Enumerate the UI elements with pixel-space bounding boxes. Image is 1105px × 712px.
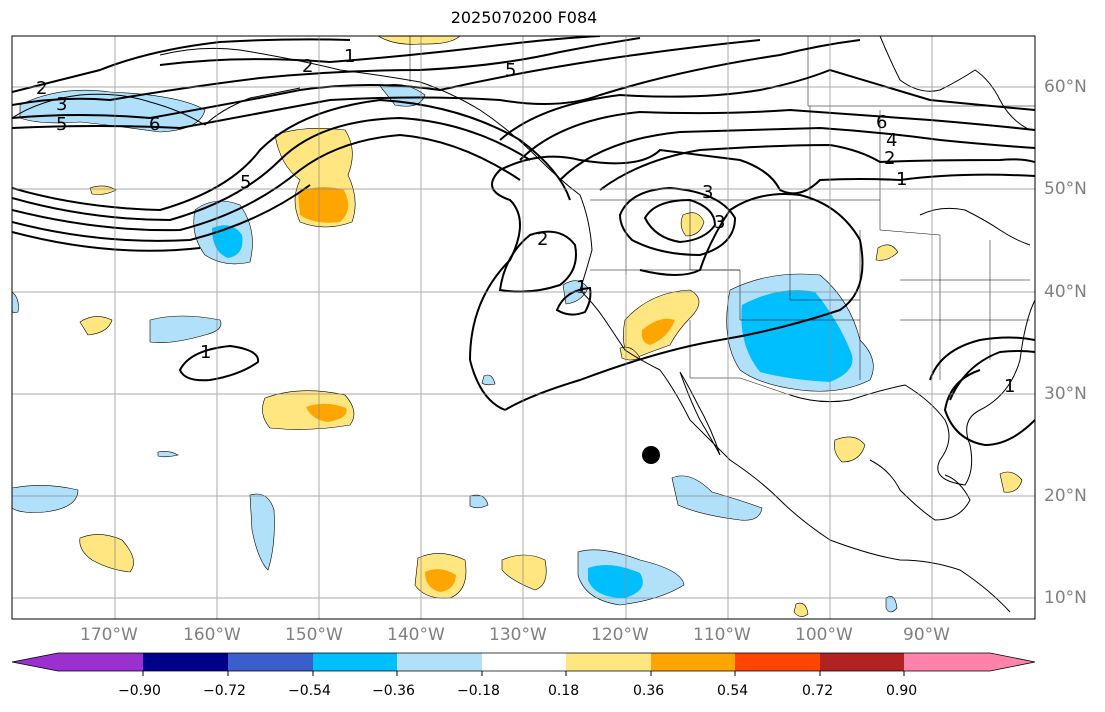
contour-label: 4 — [886, 130, 897, 151]
negative-anomaly-region — [588, 564, 643, 598]
colorbar-tick-label: −0.36 — [372, 683, 415, 699]
contour-label: 1 — [200, 342, 211, 363]
contour-label: 6 — [876, 112, 887, 133]
positive-anomaly-region — [89, 185, 117, 195]
longitude-label: 140°W — [387, 625, 445, 645]
contour-label: 1 — [344, 46, 355, 67]
longitude-label: 100°W — [795, 625, 853, 645]
negative-anomaly-region — [469, 494, 489, 509]
negative-anomaly-region — [249, 493, 275, 571]
latitude-label: 20°N — [1044, 486, 1087, 506]
colorbar-extend-low — [12, 653, 58, 671]
longitude-label: 130°W — [489, 625, 547, 645]
colorbar-tick-label: 0.18 — [548, 683, 580, 699]
colorbar — [11, 652, 1036, 676]
negative-anomaly-region — [741, 290, 853, 382]
contour-label: 1 — [896, 169, 907, 190]
colorbar-extend-high — [990, 653, 1035, 671]
colorbar-tick-label: 0.54 — [717, 683, 749, 699]
latitude-label: 30°N — [1044, 384, 1087, 404]
contour-label: 3 — [56, 94, 67, 115]
positive-anomaly-region — [834, 436, 866, 463]
longitude-label: 90°W — [903, 625, 950, 645]
colorbar-tick-label: −0.18 — [457, 683, 500, 699]
longitude-label: 120°W — [591, 625, 649, 645]
positive-anomaly-region — [79, 534, 134, 573]
location-marker — [642, 446, 660, 464]
contour-label-group: 1 2 5 2 3 5 6 5 6 4 2 1 3 2 1 3 1 1 — [36, 46, 1015, 397]
colorbar-tick-label: 0.90 — [886, 683, 918, 699]
positive-anomaly-region — [298, 186, 349, 223]
map-frame — [11, 35, 1036, 620]
negative-anomaly-region — [885, 596, 898, 613]
longitude-label: 160°W — [183, 625, 241, 645]
positive-anomaly-region — [377, 36, 461, 45]
contour-label: 2 — [884, 148, 895, 169]
contour-label: 1 — [1004, 376, 1015, 397]
contour-label: 2 — [36, 78, 47, 99]
positive-anomaly-region — [501, 554, 547, 591]
contour-label: 6 — [149, 114, 160, 135]
latitude-label: 60°N — [1044, 77, 1087, 97]
positive-anomaly-region — [79, 316, 113, 336]
negative-anomaly-region — [12, 485, 79, 513]
positive-anomaly-region — [793, 602, 809, 617]
colorbar-tick-label: 0.72 — [802, 683, 834, 699]
contour-label: 5 — [56, 114, 67, 135]
longitude-label: 170°W — [80, 625, 138, 645]
positive-anomaly-region — [875, 244, 899, 261]
colorbar-tick-label: 0.36 — [633, 683, 665, 699]
gridlines — [12, 36, 1035, 619]
latitude-label: 50°N — [1044, 179, 1087, 199]
negative-anomaly-region — [149, 315, 222, 343]
contour-label: 3 — [702, 182, 713, 203]
negative-anomaly-region — [212, 225, 243, 258]
positive-anomaly-region — [425, 569, 456, 592]
longitude-label: 150°W — [285, 625, 343, 645]
colorbar-tick-label: −0.72 — [203, 683, 246, 699]
contour-label: 5 — [240, 172, 251, 193]
map-title: 2025070200 F084 — [450, 8, 598, 27]
negative-anomaly-region — [481, 374, 496, 386]
contour-label: 2 — [537, 229, 548, 250]
contour-label: 3 — [714, 212, 725, 233]
positive-anomaly-region — [680, 212, 705, 237]
colorbar-tick-label: −0.54 — [288, 683, 331, 699]
negative-anomaly-region — [19, 89, 206, 133]
contour-label: 5 — [505, 60, 516, 81]
negative-anomaly-region — [12, 291, 19, 313]
contour-label: 2 — [302, 56, 313, 77]
positive-anomaly-region — [641, 318, 675, 345]
negative-anomaly-region — [157, 451, 179, 458]
negative-anomaly-region — [671, 475, 763, 521]
colorbar-tick-label: −0.90 — [118, 683, 161, 699]
latitude-label: 10°N — [1044, 588, 1087, 608]
longitude-label: 110°W — [693, 625, 751, 645]
positive-anomaly-region — [306, 403, 347, 422]
positive-anomaly-region — [999, 471, 1023, 493]
latitude-label: 40°N — [1044, 282, 1087, 302]
negative-anomaly-region — [379, 84, 426, 107]
anomaly-shading — [12, 36, 1023, 617]
contour-label: 1 — [576, 277, 587, 298]
